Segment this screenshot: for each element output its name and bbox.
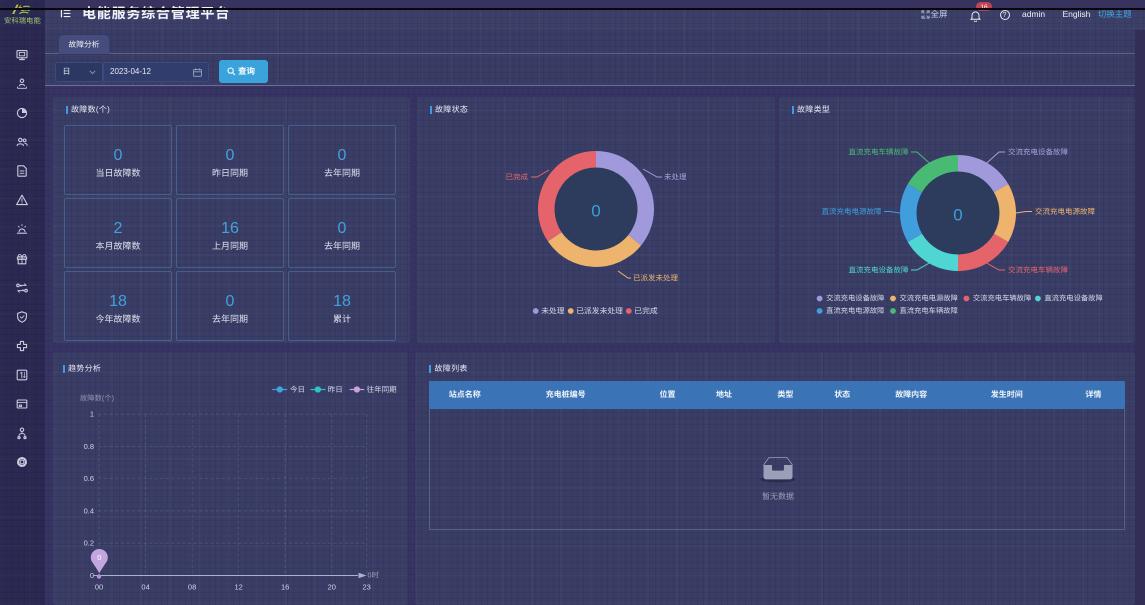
svg-text:故障数(个): 故障数(个) bbox=[80, 394, 114, 404]
svg-text:交流充电设备故障: 交流充电设备故障 bbox=[826, 294, 884, 304]
svg-text:0: 0 bbox=[953, 201, 962, 226]
svg-text:1: 1 bbox=[90, 409, 94, 420]
svg-text:交流充电车辆故障: 交流充电车辆故障 bbox=[1008, 265, 1068, 276]
svg-text:04: 04 bbox=[141, 582, 149, 593]
svg-text:08: 08 bbox=[188, 582, 196, 593]
svg-text:交流充电设备故障: 交流充电设备故障 bbox=[1008, 147, 1068, 158]
svg-text:12: 12 bbox=[235, 582, 243, 593]
svg-text:直流充电电源故障: 直流充电电源故障 bbox=[826, 306, 884, 316]
svg-text:0: 0 bbox=[90, 570, 94, 581]
svg-text:今日: 今日 bbox=[290, 384, 305, 395]
svg-text:直流充电车辆故障: 直流充电车辆故障 bbox=[849, 147, 909, 158]
svg-text:0.8: 0.8 bbox=[84, 441, 94, 452]
svg-text:交流充电电源故障: 交流充电电源故障 bbox=[900, 294, 958, 304]
svg-text:已完成: 已完成 bbox=[634, 306, 658, 317]
svg-text:00: 00 bbox=[95, 582, 103, 593]
svg-text:0: 0 bbox=[591, 197, 600, 222]
svg-text:0: 0 bbox=[97, 552, 101, 563]
svg-text:昨日: 昨日 bbox=[328, 384, 343, 395]
svg-text:0.4: 0.4 bbox=[84, 505, 94, 516]
svg-text:未处理: 未处理 bbox=[664, 172, 687, 183]
svg-text:20: 20 bbox=[328, 582, 336, 593]
svg-text:往年同期: 往年同期 bbox=[367, 384, 397, 395]
svg-text:已派发未处理: 已派发未处理 bbox=[576, 306, 623, 317]
svg-text:已派发未处理: 已派发未处理 bbox=[633, 273, 678, 284]
svg-text:23: 23 bbox=[363, 582, 371, 593]
svg-text:直流充电电源故障: 直流充电电源故障 bbox=[822, 206, 882, 217]
svg-text:直流充电车辆故障: 直流充电车辆故障 bbox=[900, 306, 958, 316]
svg-text:已完成: 已完成 bbox=[506, 172, 529, 183]
svg-text:未处理: 未处理 bbox=[541, 306, 565, 317]
svg-text:直流充电设备故障: 直流充电设备故障 bbox=[849, 265, 909, 276]
svg-text:0.2: 0.2 bbox=[84, 538, 94, 549]
svg-text:16: 16 bbox=[281, 582, 289, 593]
svg-text:交流充电车辆故障: 交流充电车辆故障 bbox=[973, 294, 1031, 304]
svg-text:0时: 0时 bbox=[368, 571, 380, 581]
svg-text:0.6: 0.6 bbox=[84, 473, 94, 484]
svg-text:交流充电电源故障: 交流充电电源故障 bbox=[1035, 206, 1095, 217]
svg-text:直流充电设备故障: 直流充电设备故障 bbox=[1044, 294, 1102, 304]
